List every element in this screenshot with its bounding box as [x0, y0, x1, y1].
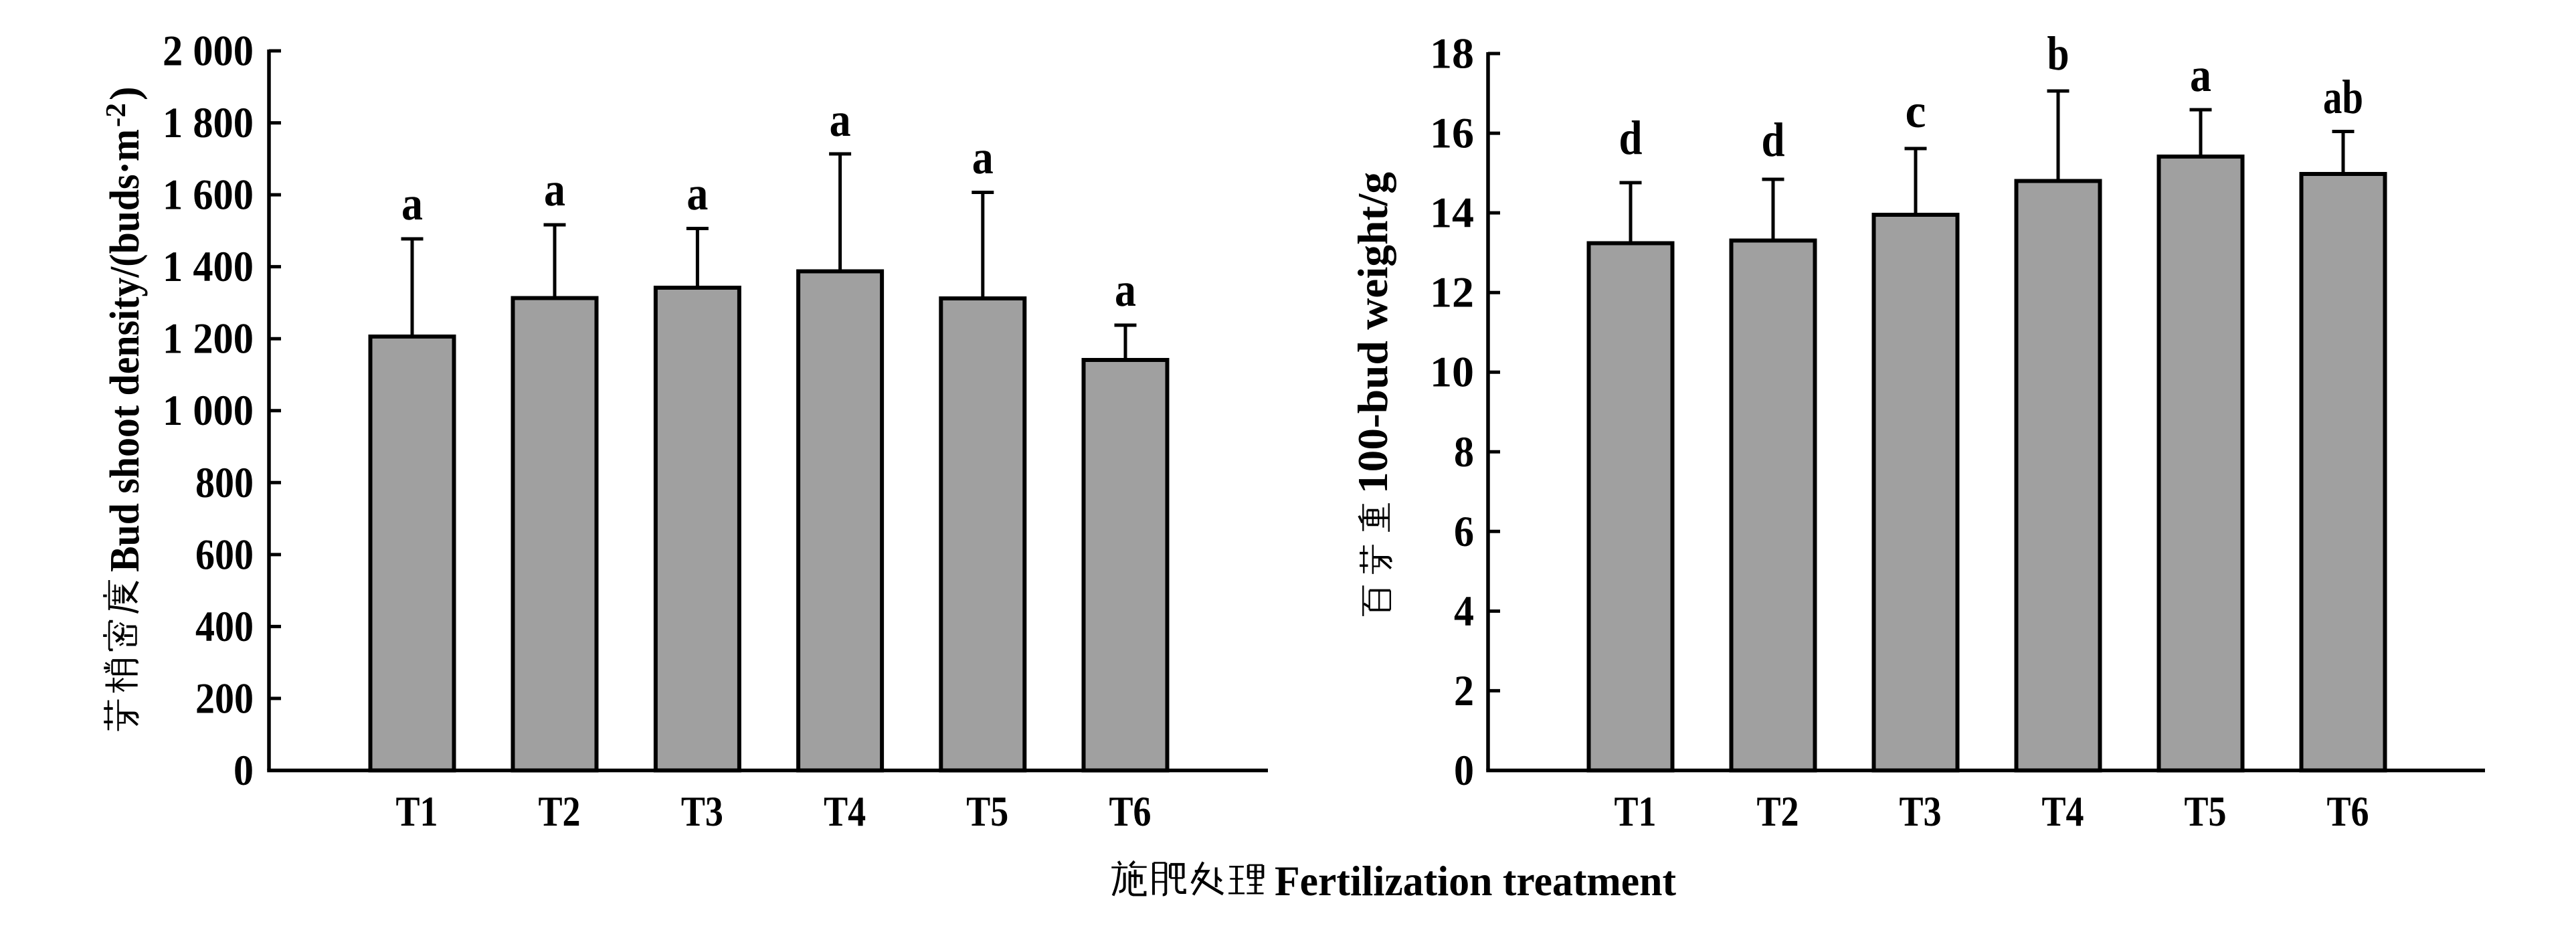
svg-text:): ) [102, 86, 148, 100]
svg-text:1 800: 1 800 [163, 99, 254, 147]
svg-text:a: a [1115, 263, 1136, 316]
svg-text:d: d [1762, 113, 1785, 167]
svg-text:200: 200 [195, 674, 254, 723]
svg-text:0: 0 [1454, 747, 1474, 795]
svg-text:T4: T4 [824, 787, 866, 835]
svg-text:T6: T6 [1109, 787, 1152, 835]
svg-text:10: 10 [1430, 349, 1474, 397]
svg-text:a: a [401, 177, 423, 230]
svg-text:ab: ab [2323, 70, 2363, 124]
svg-text:T1: T1 [1615, 787, 1657, 835]
svg-text:12: 12 [1430, 269, 1474, 317]
svg-text:0: 0 [234, 747, 254, 795]
svg-text:16: 16 [1430, 110, 1474, 158]
svg-text:6: 6 [1454, 508, 1474, 556]
svg-text:a: a [2190, 48, 2211, 102]
svg-text:a: a [686, 167, 708, 220]
svg-text:c: c [1906, 84, 1926, 138]
svg-text:1 200: 1 200 [163, 315, 254, 363]
svg-text:T5: T5 [966, 787, 1008, 835]
svg-text:T4: T4 [2042, 787, 2084, 835]
svg-text:Fertilization treatment: Fertilization treatment [1275, 857, 1677, 905]
svg-text:-2: -2 [101, 103, 132, 127]
svg-text:1 000: 1 000 [163, 387, 254, 435]
svg-text:Bud shoot density/(buds·m: Bud shoot density/(buds·m [102, 129, 148, 572]
svg-text:4: 4 [1454, 587, 1474, 636]
svg-text:T6: T6 [2327, 787, 2369, 835]
svg-text:T5: T5 [2185, 787, 2227, 835]
svg-text:a: a [544, 163, 565, 216]
svg-text:1 400: 1 400 [163, 243, 254, 291]
svg-text:b: b [2047, 27, 2069, 80]
svg-text:a: a [972, 130, 994, 184]
svg-text:800: 800 [195, 459, 254, 507]
svg-text:T3: T3 [681, 787, 723, 835]
svg-text:T3: T3 [1900, 787, 1942, 835]
svg-text:T1: T1 [396, 787, 438, 835]
svg-text:18: 18 [1430, 30, 1474, 78]
svg-text:8: 8 [1454, 428, 1474, 476]
svg-text:2 000: 2 000 [163, 27, 254, 76]
svg-text:2: 2 [1454, 667, 1474, 715]
svg-text:1 600: 1 600 [163, 171, 254, 219]
svg-text:600: 600 [195, 531, 254, 579]
svg-text:100-bud weight/g: 100-bud weight/g [1349, 172, 1396, 494]
svg-text:d: d [1619, 111, 1643, 165]
svg-text:T2: T2 [539, 787, 581, 835]
svg-text:T2: T2 [1757, 787, 1799, 835]
svg-text:14: 14 [1430, 189, 1474, 238]
svg-text:400: 400 [195, 603, 254, 651]
svg-text:a: a [830, 93, 851, 147]
